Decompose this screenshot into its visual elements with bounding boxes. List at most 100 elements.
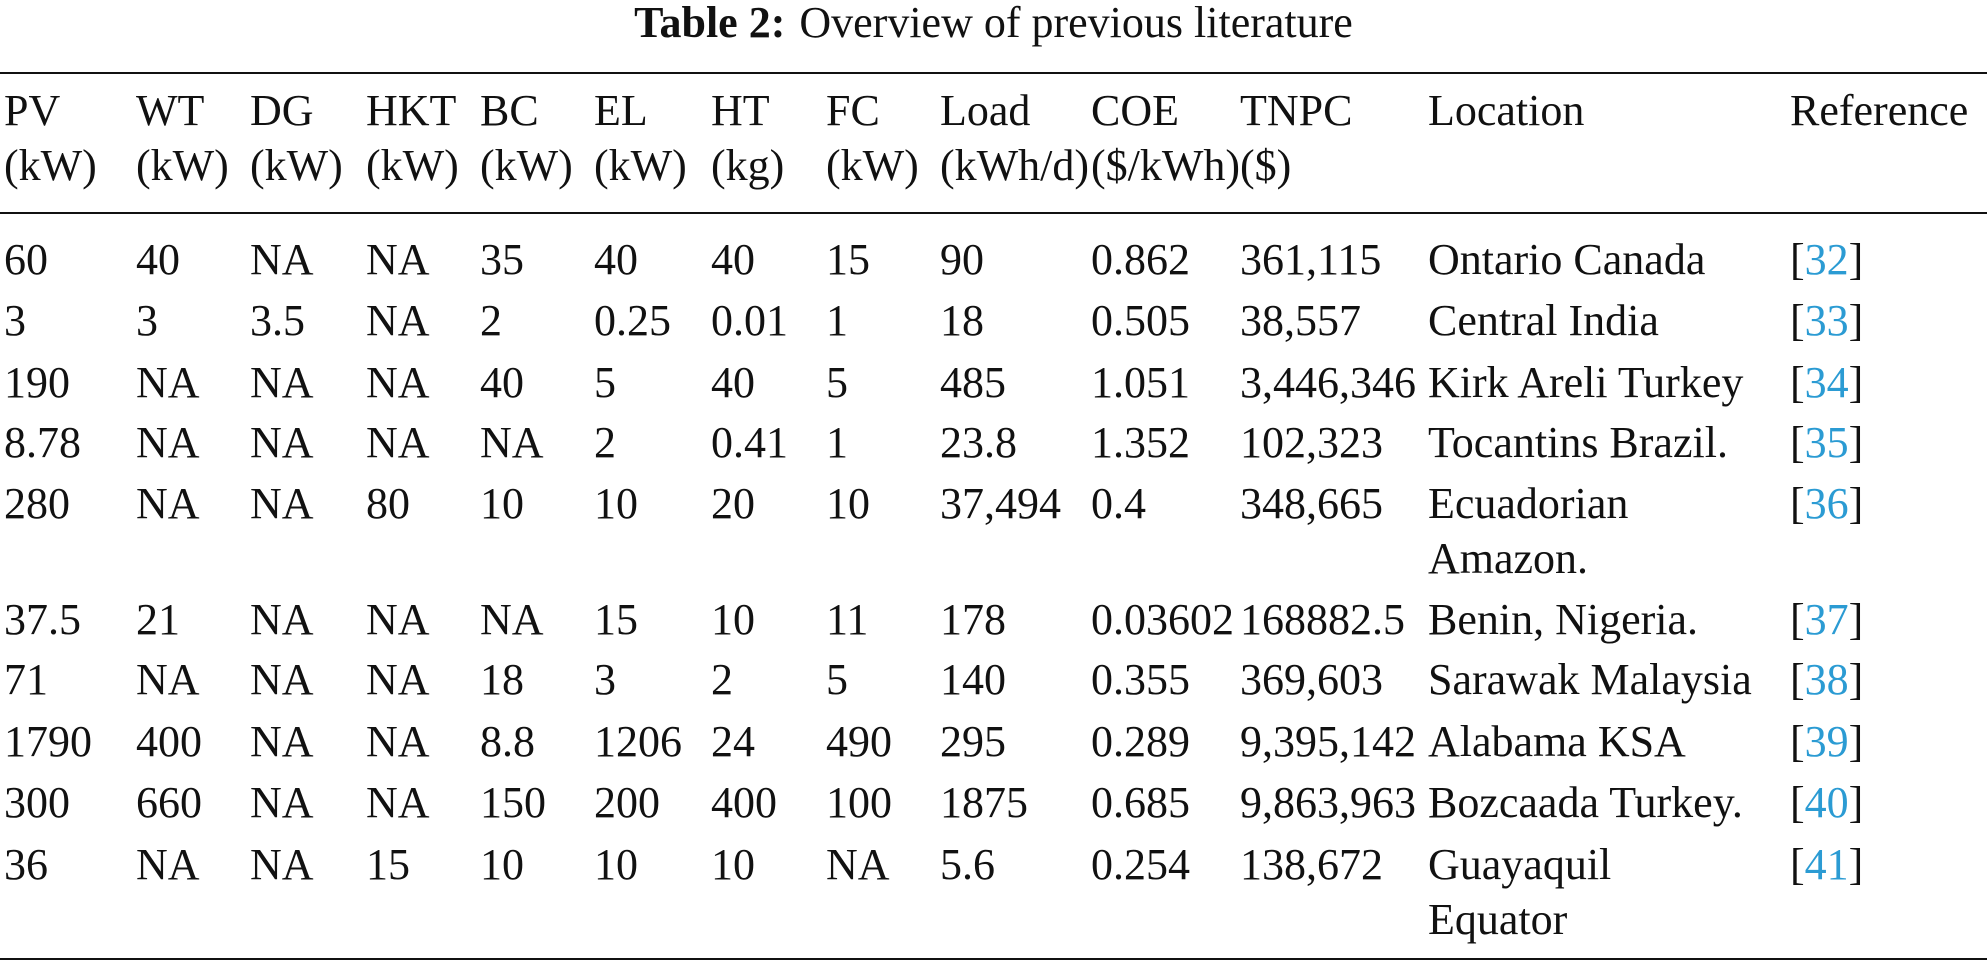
location-line: Ontario Canada xyxy=(1428,235,1706,284)
table-cell: 280 xyxy=(4,479,70,528)
column-header: FC xyxy=(826,86,880,135)
table-cell: 10 xyxy=(594,479,638,528)
reference[interactable]: [40] xyxy=(1790,778,1864,827)
column-unit: (kW) xyxy=(4,141,97,190)
table-cell: 5 xyxy=(594,358,616,407)
location-line: Guayaquil xyxy=(1428,840,1612,889)
location-line: Amazon. xyxy=(1428,534,1589,583)
table-cell: NA xyxy=(366,717,430,766)
table-cell: 1790 xyxy=(4,717,92,766)
table-cell: 0.685 xyxy=(1091,778,1190,827)
table-cell: 18 xyxy=(940,296,984,345)
table-cell: 8.78 xyxy=(4,418,81,467)
table-cell: 15 xyxy=(826,235,870,284)
table-cell: 23.8 xyxy=(940,418,1017,467)
location-line: Alabama KSA xyxy=(1428,717,1686,766)
reference[interactable]: [34] xyxy=(1790,358,1864,407)
table-cell: 38,557 xyxy=(1240,296,1361,345)
table-cell: 400 xyxy=(136,717,202,766)
table-cell: 3 xyxy=(136,296,158,345)
column-header: TNPC xyxy=(1240,86,1353,135)
reference[interactable]: [35] xyxy=(1790,418,1864,467)
location-line: Central India xyxy=(1428,296,1659,345)
table-cell: 150 xyxy=(480,778,546,827)
table-cell: NA xyxy=(250,655,314,704)
table-cell: 0.25 xyxy=(594,296,671,345)
column-unit: (kW) xyxy=(136,141,229,190)
table-cell: NA xyxy=(136,479,200,528)
table-cell: NA xyxy=(136,418,200,467)
reference[interactable]: [37] xyxy=(1790,595,1864,644)
table-cell: 40 xyxy=(594,235,638,284)
table-cell: 1 xyxy=(826,418,848,467)
location-line: Benin, Nigeria. xyxy=(1428,595,1699,644)
table-cell: NA xyxy=(366,595,430,644)
table-cell: 0.862 xyxy=(1091,235,1190,284)
table-cell: 1.352 xyxy=(1091,418,1190,467)
table-cell: NA xyxy=(136,840,200,889)
table-cell: 0.41 xyxy=(711,418,788,467)
table-cell: 15 xyxy=(366,840,410,889)
column-header: DG xyxy=(250,86,314,135)
table-cell: 80 xyxy=(366,479,410,528)
table-cell: 1206 xyxy=(594,717,682,766)
table-cell: 10 xyxy=(480,840,524,889)
top-rule xyxy=(0,72,1987,74)
table-cell: 11 xyxy=(826,595,869,644)
table-cell: 102,323 xyxy=(1240,418,1383,467)
table-cell: 10 xyxy=(594,840,638,889)
table-cell: 200 xyxy=(594,778,660,827)
header-rule xyxy=(0,212,1987,214)
caption: Table 2: Overview of previous literature xyxy=(0,1,1987,45)
table-cell: 71 xyxy=(4,655,48,704)
table-cell: 140 xyxy=(940,655,1006,704)
reference[interactable]: [36] xyxy=(1790,479,1864,528)
table-cell: NA xyxy=(480,595,544,644)
table-cell: 1.051 xyxy=(1091,358,1190,407)
table-cell: 10 xyxy=(480,479,524,528)
table-cell: 3,446,346 xyxy=(1240,358,1416,407)
table-cell: 40 xyxy=(711,358,755,407)
column-unit: (kW) xyxy=(250,141,343,190)
table-cell: 5.6 xyxy=(940,840,995,889)
table-cell: 178 xyxy=(940,595,1006,644)
column-unit: ($) xyxy=(1240,141,1292,190)
table-cell: NA xyxy=(366,418,430,467)
table-cell: 15 xyxy=(594,595,638,644)
bottom-rule xyxy=(0,958,1987,960)
reference[interactable]: [41] xyxy=(1790,840,1864,889)
table-cell: 485 xyxy=(940,358,1006,407)
table-cell: 5 xyxy=(826,358,848,407)
reference[interactable]: [32] xyxy=(1790,235,1864,284)
table-cell: 1875 xyxy=(940,778,1028,827)
location-line: Equator xyxy=(1428,895,1568,944)
column-unit: (kg) xyxy=(711,141,785,190)
table-cell: NA xyxy=(480,418,544,467)
column-unit: (kWh/d) xyxy=(940,141,1090,190)
table-cell: NA xyxy=(250,358,314,407)
column-header: BC xyxy=(480,86,539,135)
column-header: COE xyxy=(1091,86,1179,135)
reference[interactable]: [39] xyxy=(1790,717,1864,766)
table-cell: 2 xyxy=(594,418,616,467)
table-cell: 2 xyxy=(480,296,502,345)
table-cell: 138,672 xyxy=(1240,840,1383,889)
column-header: WT xyxy=(136,86,205,135)
table-cell: 300 xyxy=(4,778,70,827)
table-cell: 295 xyxy=(940,717,1006,766)
caption-label: Table 2: xyxy=(634,0,786,47)
table-cell: NA xyxy=(366,296,430,345)
table-cell: 0.505 xyxy=(1091,296,1190,345)
location-line: Sarawak Malaysia xyxy=(1428,655,1752,704)
table-cell: 0.254 xyxy=(1091,840,1190,889)
column-unit: (kW) xyxy=(826,141,919,190)
table-cell: NA xyxy=(136,655,200,704)
table-cell: 37.5 xyxy=(4,595,81,644)
reference[interactable]: [33] xyxy=(1790,296,1864,345)
table-cell: 60 xyxy=(4,235,48,284)
table-cell: 40 xyxy=(136,235,180,284)
table-cell: NA xyxy=(250,840,314,889)
table-cell: 3 xyxy=(594,655,616,704)
reference[interactable]: [38] xyxy=(1790,655,1864,704)
